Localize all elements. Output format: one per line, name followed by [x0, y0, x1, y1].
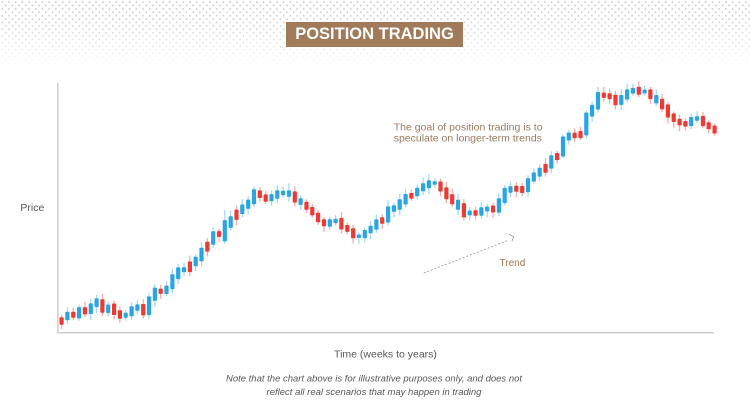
svg-text:Note that the chart above is f: Note that the chart above is for illustr…: [226, 374, 522, 385]
svg-text:speculate on longer-term trend: speculate on longer-term trends: [394, 133, 542, 145]
svg-text:Time (weeks to years): Time (weeks to years): [334, 348, 437, 360]
svg-text:reflect all real scenarios tha: reflect all real scenarios that may happ…: [267, 387, 483, 398]
svg-text:Price: Price: [20, 202, 44, 214]
svg-text:Trend: Trend: [500, 258, 526, 269]
svg-text:The goal of position trading i: The goal of position trading is to: [394, 121, 543, 133]
